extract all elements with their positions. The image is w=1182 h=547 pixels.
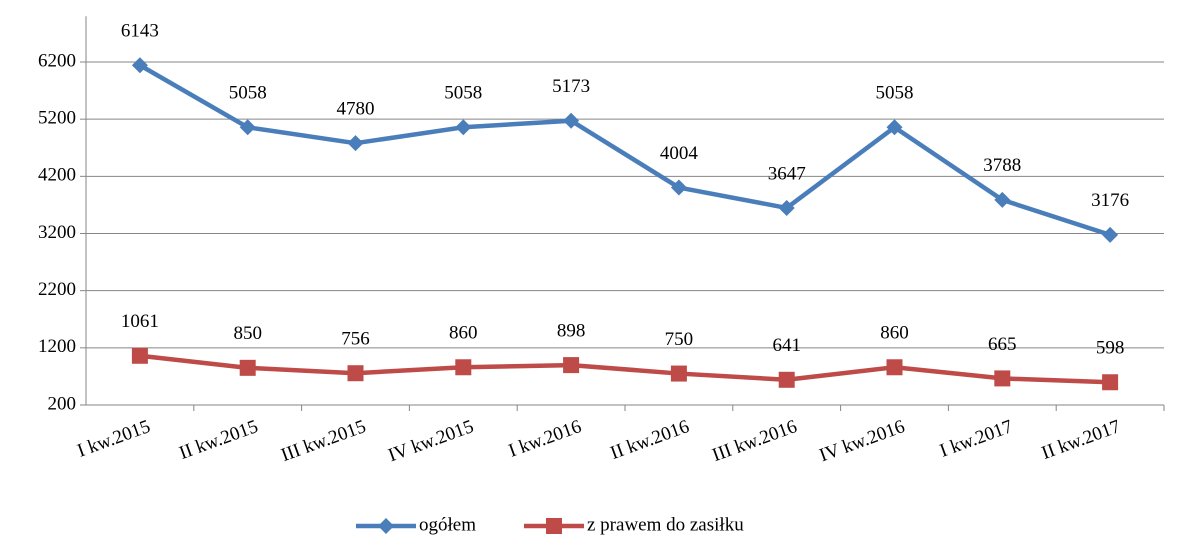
x-tick-label: III kw.2015: [278, 416, 368, 466]
marker: [239, 119, 256, 136]
data-label: 5058: [229, 83, 267, 104]
data-label: 860: [880, 323, 909, 344]
data-label: 598: [1096, 338, 1125, 359]
marker: [239, 359, 256, 376]
y-tick-label: 4200: [38, 165, 76, 186]
data-label: 4780: [337, 99, 375, 120]
marker: [131, 57, 148, 74]
marker: [378, 518, 394, 534]
data-label: 750: [665, 329, 694, 350]
series-line: [139, 353, 1111, 385]
data-label: 5058: [444, 83, 482, 104]
data-label: 5058: [876, 83, 914, 104]
x-tick-label: II kw.2015: [177, 416, 261, 464]
marker: [1102, 226, 1119, 243]
data-label: 4004: [660, 143, 699, 164]
marker: [994, 191, 1011, 208]
marker: [670, 365, 687, 382]
x-tick-label: I kw.2016: [506, 416, 584, 462]
series-line: [138, 63, 1111, 238]
y-tick-label: 1200: [38, 336, 76, 357]
data-label: 3647: [768, 163, 806, 184]
marker: [546, 518, 562, 534]
data-label: 641: [772, 335, 801, 356]
marker: [131, 347, 148, 364]
x-tick-label: I kw.2015: [75, 416, 153, 462]
marker: [778, 371, 795, 388]
marker: [455, 119, 472, 136]
y-tick-label: 5200: [38, 108, 76, 129]
data-label: 3176: [1091, 190, 1129, 211]
marker: [455, 359, 472, 376]
x-tick-label: I kw.2017: [937, 416, 1015, 462]
data-label: 860: [449, 323, 478, 344]
data-label: 665: [988, 334, 1017, 355]
data-label: 5173: [552, 76, 590, 97]
marker: [670, 179, 687, 196]
marker: [1102, 374, 1119, 391]
x-tick-label: II kw.2017: [1039, 416, 1123, 464]
data-label: 1061: [121, 311, 159, 332]
data-label: 898: [557, 320, 586, 341]
y-tick-label: 2200: [38, 279, 76, 300]
y-tick-label: 6200: [38, 50, 76, 71]
x-tick-label: IV kw.2015: [385, 416, 476, 466]
marker: [347, 365, 364, 382]
y-tick-label: 200: [48, 393, 77, 414]
marker: [886, 119, 903, 136]
legend-label: z prawem do zasiłku: [587, 514, 744, 535]
marker: [347, 135, 364, 152]
marker: [886, 359, 903, 376]
marker: [563, 357, 580, 374]
marker: [563, 112, 580, 129]
data-label: 3788: [983, 155, 1021, 176]
x-tick-label: III kw.2016: [710, 416, 800, 466]
data-label: 756: [341, 329, 370, 350]
marker: [778, 199, 795, 216]
x-tick-label: II kw.2016: [608, 416, 692, 464]
legend-label: ogółem: [419, 514, 476, 535]
data-label: 850: [233, 323, 262, 344]
x-tick-label: IV kw.2016: [817, 416, 908, 466]
data-label: 6143: [121, 21, 159, 42]
marker: [994, 370, 1011, 387]
y-tick-label: 3200: [38, 222, 76, 243]
